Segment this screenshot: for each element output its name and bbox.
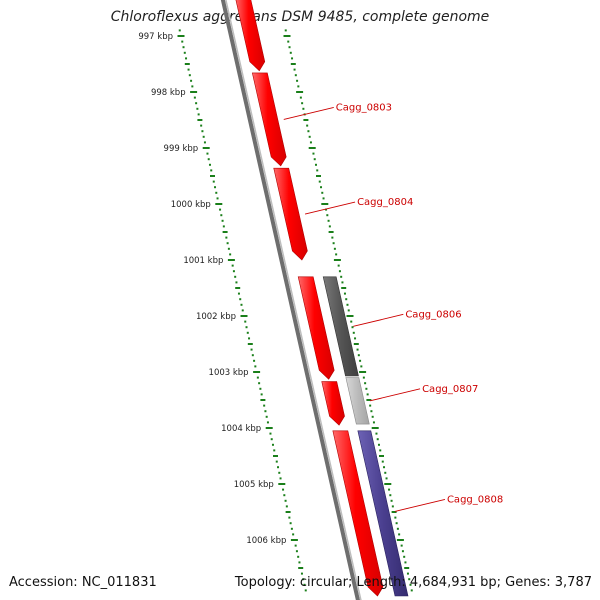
gene-cagg-0804[interactable] (273, 167, 308, 261)
gene-cagg-0806[interactable] (322, 276, 359, 377)
ruler-label: 1004 kbp (221, 424, 261, 434)
label-leader (304, 201, 356, 215)
backbone-line (220, 0, 360, 600)
gene-cagg-0807[interactable] (345, 377, 370, 425)
ruler-label: 1002 kbp (196, 312, 236, 322)
ruler-label: 1000 kbp (171, 200, 211, 210)
gene-cagg-0803[interactable] (251, 72, 287, 167)
backbone-highlight (225, 0, 362, 600)
gene-segment[interactable] (332, 430, 384, 597)
ruler-label: 1003 kbp (209, 368, 249, 378)
gene-track (235, 0, 409, 597)
label-leader (394, 498, 446, 512)
label-leader (369, 388, 421, 402)
gene-cagg-0808[interactable] (357, 430, 409, 597)
accession-text: Accession: NC_011831 (9, 575, 157, 590)
genome-stats: Topology: circular; Length: 4,684,931 bp… (234, 575, 592, 590)
gene-segment[interactable] (297, 276, 335, 380)
gene-label-cagg-0804[interactable]: Cagg_0804 (357, 197, 413, 208)
gene-label-cagg-0803[interactable]: Cagg_0803 (336, 102, 392, 113)
ruler-ticks: 997 kbp 998 kbp 999 kbp 1000 kbp 1001 kbp 100… (138, 29, 413, 592)
gene-labels: Cagg_0803 Cagg_0804 Cagg_0806 Cagg_0807 Cagg… (283, 102, 503, 512)
gene-label-cagg-0808[interactable]: Cagg_0808 (447, 494, 503, 505)
genome-backbone (220, 0, 362, 600)
gene-label-cagg-0807[interactable]: Cagg_0807 (422, 384, 478, 395)
ruler-label: 999 kbp (164, 144, 199, 154)
ruler-label: 1001 kbp (183, 256, 223, 266)
gene-label-cagg-0806[interactable]: Cagg_0806 (405, 309, 461, 320)
ruler-label: 1006 kbp (246, 536, 286, 546)
label-leader (283, 107, 334, 120)
ruler-label: 1005 kbp (234, 480, 274, 490)
gene-segment[interactable] (321, 381, 345, 426)
ruler-label: 998 kbp (151, 88, 186, 98)
label-leader (353, 313, 404, 327)
map-title: Chloroflexus aggregans DSM 9485, complet… (110, 9, 490, 25)
gene-segment[interactable] (235, 0, 266, 72)
ruler-label: 997 kbp (138, 32, 173, 42)
